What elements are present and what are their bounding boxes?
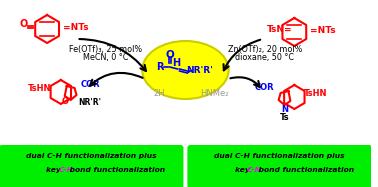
- Text: N: N: [281, 105, 288, 114]
- Text: COR: COR: [81, 79, 100, 88]
- Text: O: O: [19, 19, 28, 29]
- Text: dual C-H functionalization plus: dual C-H functionalization plus: [26, 153, 156, 159]
- Text: =NTs: =NTs: [63, 22, 88, 31]
- Text: TsN=: TsN=: [267, 24, 293, 33]
- Text: Zn(OTf)₂, 20 mol%: Zn(OTf)₂, 20 mol%: [228, 45, 302, 53]
- Text: O: O: [61, 96, 68, 105]
- Text: =NTs: =NTs: [310, 25, 336, 34]
- Text: dual C-H functionalization plus: dual C-H functionalization plus: [214, 153, 345, 159]
- Text: MeCN, 0 °C: MeCN, 0 °C: [83, 53, 129, 62]
- Text: dioxane, 50 °C: dioxane, 50 °C: [235, 53, 294, 62]
- Text: TsHN: TsHN: [28, 84, 51, 93]
- Text: 2H: 2H: [153, 88, 165, 97]
- Text: bond functionalization: bond functionalization: [67, 167, 166, 173]
- Text: C-H: C-H: [58, 167, 73, 173]
- Text: H: H: [172, 58, 181, 68]
- Text: NR'R': NR'R': [186, 65, 212, 74]
- FancyBboxPatch shape: [187, 145, 372, 187]
- Text: R: R: [156, 62, 164, 72]
- Text: bond functionalization: bond functionalization: [256, 167, 354, 173]
- Text: key: key: [235, 167, 252, 173]
- Text: key: key: [46, 167, 64, 173]
- Text: NR'R': NR'R': [79, 97, 101, 107]
- Text: COR: COR: [255, 82, 275, 91]
- Text: HNMe₂: HNMe₂: [200, 88, 228, 97]
- Text: Ts: Ts: [280, 113, 289, 122]
- Text: C-N: C-N: [247, 167, 262, 173]
- FancyBboxPatch shape: [0, 145, 183, 187]
- Ellipse shape: [142, 41, 229, 99]
- Text: TsHN: TsHN: [304, 88, 328, 97]
- Text: O: O: [165, 50, 174, 60]
- Text: Fe(OTf)₃, 25 mol%: Fe(OTf)₃, 25 mol%: [70, 45, 143, 53]
